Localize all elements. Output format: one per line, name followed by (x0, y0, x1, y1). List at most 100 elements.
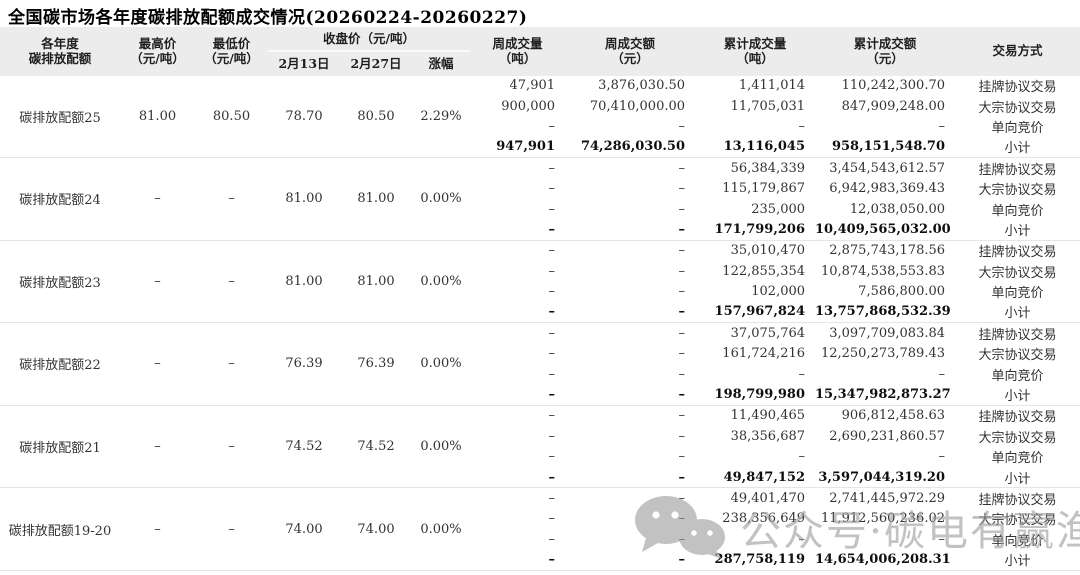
trade-method-cell: 小计 (955, 219, 1080, 241)
weekly-amount-cell: – (678, 118, 686, 134)
weekly-volume-cell: – (548, 160, 556, 176)
close-feb27-cell: 81.00 (340, 240, 412, 324)
close-feb27-cell: 74.52 (340, 405, 412, 489)
weekly-amount-cell: – (678, 325, 686, 341)
trade-method-cell: 单向竞价 (991, 286, 1044, 302)
close-feb27-cell: 80.50 (340, 75, 412, 159)
cum-amount-cell: 2,875,743,178.56 (829, 243, 946, 259)
cum-volume-cell: 56,384,339 (730, 160, 806, 176)
low-price-cell: – (195, 405, 268, 489)
table-body: 碳排放配额25 81.00 80.50 78.70 80.50 2.29% 47,901 3,… (0, 75, 1080, 571)
cum-volume-cell: – (798, 118, 806, 134)
trade-method-cell: 挂牌协议交易 (978, 80, 1057, 96)
close-feb27-cell: 81.00 (340, 157, 412, 241)
col-header-cum-amount-line1: 累计成交额 (853, 35, 917, 51)
cum-amount-cell: – (938, 366, 946, 382)
col-header-cum-amount-line2: （元） (866, 51, 904, 67)
cum-amount-cell: 3,097,709,083.84 (829, 325, 946, 341)
weekly-volume-cell: – (548, 263, 556, 279)
weekly-volume-cell: – (548, 408, 556, 424)
weekly-volume-cell: – (548, 201, 556, 217)
allowance-name-cell: 碳排放配额21 (0, 405, 120, 489)
col-header-trade-method: 交易方式 (955, 27, 1080, 76)
trade-method-cell: 大宗协议交易 (978, 348, 1057, 364)
table-row: – – 115,179,867 6,942,983,369.43 大宗协议交易 (0, 178, 1080, 198)
weekly-volume-cell: – (548, 428, 556, 444)
cum-amount-cell: 906,812,458.63 (841, 408, 946, 424)
weekly-volume-cell: – (548, 346, 556, 362)
low-price-cell: 80.50 (195, 75, 268, 159)
high-price-cell: – (120, 405, 195, 489)
weekly-volume-cell: – (548, 325, 556, 341)
high-price-cell: – (120, 157, 195, 241)
close-feb13-cell: 76.39 (268, 322, 340, 406)
weekly-volume-cell: – (470, 384, 566, 406)
close-feb13-cell: 81.00 (268, 240, 340, 324)
page-title: 全国碳市场各年度碳排放配额成交情况(20260224-20260227) (8, 8, 528, 28)
allowance-name-cell: 碳排放配额25 (0, 75, 120, 159)
low-price-cell: – (195, 487, 268, 571)
col-header-weekly-volume: 周成交量 （吨） (470, 27, 566, 76)
trade-method-cell: 大宗协议交易 (978, 183, 1057, 199)
col-header-allowance: 各年度 碳排放配额 (0, 27, 120, 76)
col-header-high-line2: （元/吨） (130, 51, 185, 67)
cum-volume-cell: 122,855,354 (722, 263, 806, 279)
weekly-amount-cell: – (678, 284, 686, 300)
cum-amount-cell: 7,586,800.00 (858, 284, 946, 300)
cum-amount-cell: – (938, 118, 946, 134)
table-row: – –198,799,980 15,347,982,873.27 小计 (0, 384, 1080, 406)
cum-volume-cell: 157,967,824 (695, 301, 816, 324)
trade-method-cell: 单向竞价 (991, 368, 1044, 384)
cum-volume-cell: – (798, 366, 806, 382)
weekly-volume-cell: – (548, 449, 556, 465)
weekly-volume-cell: – (470, 219, 566, 241)
cum-amount-cell: 11,912,560,236.02 (820, 511, 946, 527)
trade-method-cell: 挂牌协议交易 (978, 162, 1057, 178)
cum-amount-cell: 10,874,538,553.83 (820, 263, 946, 279)
col-header-weekly-volume-line2: （吨） (498, 51, 537, 67)
cum-amount-cell: – (938, 531, 946, 547)
weekly-amount-cell: – (565, 384, 696, 406)
trade-method-cell: 大宗协议交易 (978, 430, 1057, 446)
change-pct-cell: 0.00% (412, 157, 471, 241)
cum-volume-cell: 238,356,649 (722, 511, 806, 527)
cum-volume-cell: – (798, 449, 806, 465)
col-header-cum-volume-line1: 累计成交量 (723, 35, 787, 51)
table-row: 碳排放配额24– –81.00 81.00 0.00% – –56,384,339 3,45… (0, 157, 1080, 241)
table-row: 碳排放配额19-20– –74.00 74.00 0.00% – –49,401,470 2… (0, 487, 1080, 571)
weekly-amount-cell: – (678, 346, 686, 362)
high-price-cell: – (120, 240, 195, 324)
table-row: – – – – 单向竞价 (0, 447, 1080, 467)
weekly-amount-cell: – (678, 181, 686, 197)
cum-amount-cell: 15,347,982,873.27 (815, 384, 956, 406)
col-header-low-line2: （元/吨） (204, 51, 259, 67)
table-row: – –157,967,824 13,757,868,532.39 小计 (0, 301, 1080, 324)
close-feb13-cell: 74.52 (268, 405, 340, 489)
close-feb27-cell: 74.00 (340, 487, 412, 571)
weekly-volume-cell: – (470, 301, 566, 324)
close-feb13-cell: 78.70 (268, 75, 340, 159)
table-row: – – 235,000 12,038,050.00 单向竞价 (0, 199, 1080, 219)
weekly-amount-cell: – (678, 243, 686, 259)
weekly-volume-cell: 947,901 (470, 136, 566, 159)
weekly-volume-cell: – (548, 284, 556, 300)
col-header-low-line1: 最低价 (212, 35, 251, 51)
table-row: – – – – 单向竞价 (0, 364, 1080, 384)
trade-method-cell: 单向竞价 (991, 533, 1044, 549)
trade-method-cell: 大宗协议交易 (978, 513, 1057, 529)
allowance-name-cell: 碳排放配额24 (0, 157, 120, 241)
trade-method-cell: 挂牌协议交易 (978, 493, 1057, 508)
table-row: – – 102,000 7,586,800.00 单向竞价 (0, 281, 1080, 301)
change-pct-cell: 0.00% (412, 322, 471, 406)
table-row: – – 38,356,687 2,690,231,860.57 大宗协议交易 (0, 426, 1080, 446)
high-price-cell: – (120, 322, 195, 406)
col-header-close-feb27: 2月27日 (340, 51, 412, 76)
table-row: 碳排放配额23– –81.00 81.00 0.00% – –35,010,470 2,87… (0, 240, 1080, 324)
cum-amount-cell: 2,741,445,972.29 (829, 491, 946, 506)
col-header-weekly-amount: 周成交额 （元） (565, 27, 696, 76)
col-header-cum-amount: 累计成交额 （元） (815, 27, 956, 76)
cum-volume-cell: 38,356,687 (730, 428, 806, 444)
cum-amount-cell: 110,242,300.70 (841, 78, 946, 94)
table-row: – – 122,855,354 10,874,538,553.83 大宗协议交易 (0, 261, 1080, 281)
col-header-high-price: 最高价 （元/吨） (120, 27, 195, 76)
